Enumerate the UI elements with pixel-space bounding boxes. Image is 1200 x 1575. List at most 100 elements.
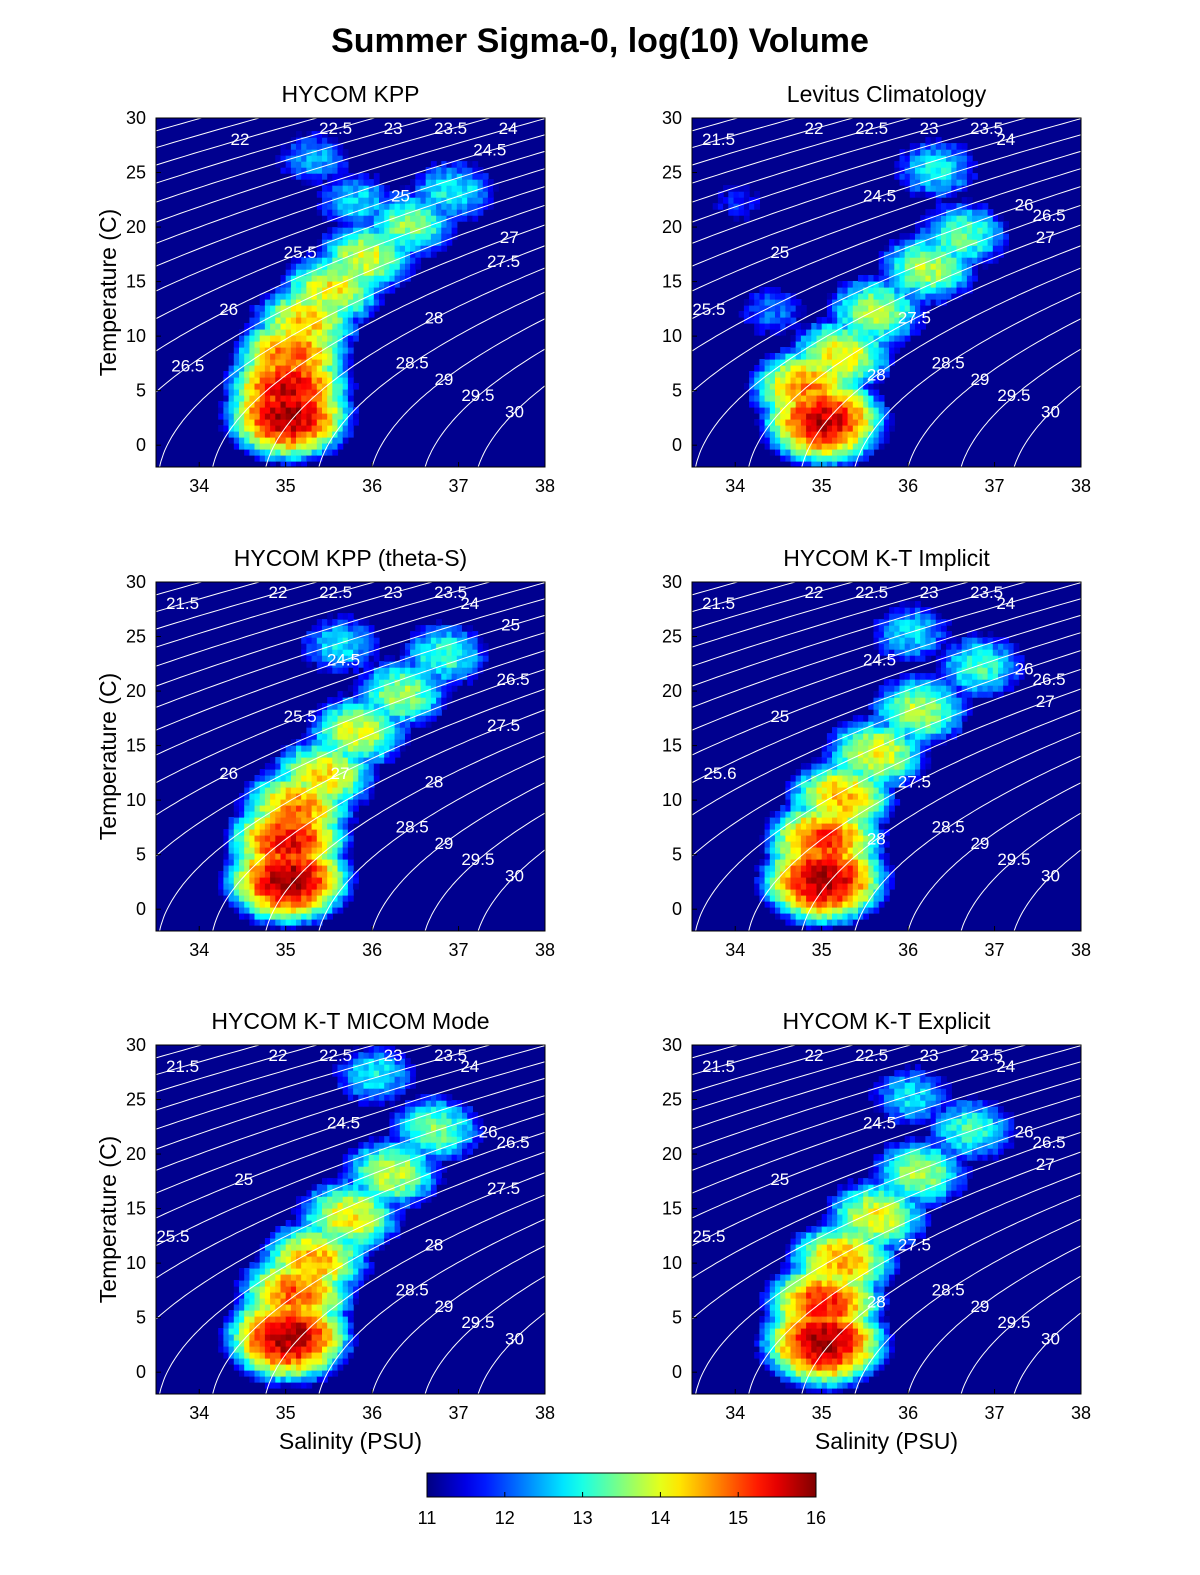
heatmap-cell (868, 865, 875, 872)
heatmap-cell (883, 323, 890, 330)
heatmap-cell (342, 745, 349, 752)
heatmap-cell (337, 853, 344, 860)
heatmap-cell (878, 257, 885, 264)
heatmap-cell (296, 173, 302, 180)
heatmap-cell (275, 335, 282, 342)
heatmap-cell (218, 871, 224, 878)
heatmap-cell (925, 251, 932, 258)
heatmap-cell (259, 371, 266, 378)
heatmap-cell (790, 799, 797, 806)
heatmap-cell (472, 661, 479, 668)
heatmap-cell (883, 329, 890, 336)
heatmap-cell (280, 811, 287, 818)
heatmap-cell (405, 185, 411, 192)
heatmap-cell (405, 257, 411, 264)
heatmap-cell (322, 823, 328, 830)
heatmap-cell (790, 347, 797, 354)
heatmap-cell (899, 619, 906, 626)
heatmap-cell (790, 305, 797, 312)
heatmap-cell (264, 383, 271, 390)
heatmap-cell (909, 733, 916, 740)
heatmap-cell (821, 781, 828, 788)
heatmap-cell (826, 763, 833, 770)
heatmap-cell (306, 335, 313, 342)
heatmap-cell (270, 431, 276, 438)
heatmap-cell (322, 431, 328, 438)
heatmap-cell (832, 377, 838, 384)
heatmap-cell (858, 877, 864, 884)
heatmap-cell (821, 407, 828, 414)
heatmap-cell (425, 673, 432, 680)
heatmap-cell (410, 709, 416, 716)
heatmap-cell (909, 191, 916, 198)
heatmap-cell (883, 431, 890, 438)
heatmap-cell (941, 293, 947, 300)
heatmap-cell (780, 317, 786, 324)
heatmap-cell (301, 787, 307, 794)
heatmap-cell (285, 395, 292, 402)
heatmap-cell (280, 901, 287, 908)
heatmap-cell (795, 853, 802, 860)
heatmap-cell (280, 329, 287, 336)
heatmap-cell (301, 161, 307, 168)
heatmap-cell (451, 661, 458, 668)
heatmap-cell (373, 679, 380, 686)
heatmap-cell (337, 907, 344, 914)
heatmap-cell (816, 847, 823, 854)
heatmap-cell (894, 757, 901, 764)
heatmap-cell (935, 269, 942, 276)
heatmap-cell (775, 877, 781, 884)
heatmap-cell (316, 823, 323, 830)
heatmap-cell (363, 751, 370, 758)
heatmap-cell (920, 293, 926, 300)
heatmap-cell (795, 799, 802, 806)
heatmap-cell (811, 817, 818, 824)
heatmap-cell (223, 889, 230, 896)
heatmap-cell (342, 263, 349, 270)
contour-line (156, 118, 435, 203)
heatmap-cell (353, 335, 359, 342)
heatmap-cell (239, 859, 245, 866)
contour-label: 24.5 (327, 651, 360, 670)
heatmap-cell (316, 431, 323, 438)
heatmap-cell (270, 871, 276, 878)
heatmap-cell (790, 299, 797, 306)
heatmap-cell (285, 865, 292, 872)
heatmap-cell (332, 359, 339, 366)
heatmap-cell (909, 721, 916, 728)
heatmap-cell (290, 793, 297, 800)
heatmap-cell (228, 877, 235, 884)
contour-label: 27.5 (898, 309, 931, 328)
heatmap-cell (327, 805, 333, 812)
heatmap-cell (889, 721, 895, 728)
heatmap-cell (863, 323, 869, 330)
heatmap-cell (982, 233, 989, 240)
heatmap-cell (858, 281, 864, 288)
heatmap-cell (228, 901, 235, 908)
heatmap-cell (410, 215, 416, 222)
heatmap-cell (795, 823, 802, 830)
heatmap-cell (316, 859, 323, 866)
heatmap-cell (456, 179, 463, 186)
heatmap-cell (759, 365, 766, 372)
heatmap-cell (322, 197, 328, 204)
heatmap-cell (863, 865, 869, 872)
heatmap-cell (347, 383, 354, 390)
heatmap-cell (259, 769, 266, 776)
heatmap-cell (790, 377, 797, 384)
heatmap-cell (873, 745, 880, 752)
heatmap-cell (316, 341, 323, 348)
heatmap-cell (987, 209, 994, 216)
heatmap-cell (858, 805, 864, 812)
heatmap-cell (889, 697, 895, 704)
heatmap-cell (920, 763, 926, 770)
heatmap-cell (852, 799, 859, 806)
heatmap-cell (821, 359, 828, 366)
heatmap-cell (852, 757, 859, 764)
heatmap-cell (477, 203, 484, 210)
heatmap-cell (852, 359, 859, 366)
heatmap-cell (852, 811, 859, 818)
heatmap-cell (847, 461, 854, 467)
heatmap-cell (858, 443, 864, 450)
heatmap-cell (858, 817, 864, 824)
